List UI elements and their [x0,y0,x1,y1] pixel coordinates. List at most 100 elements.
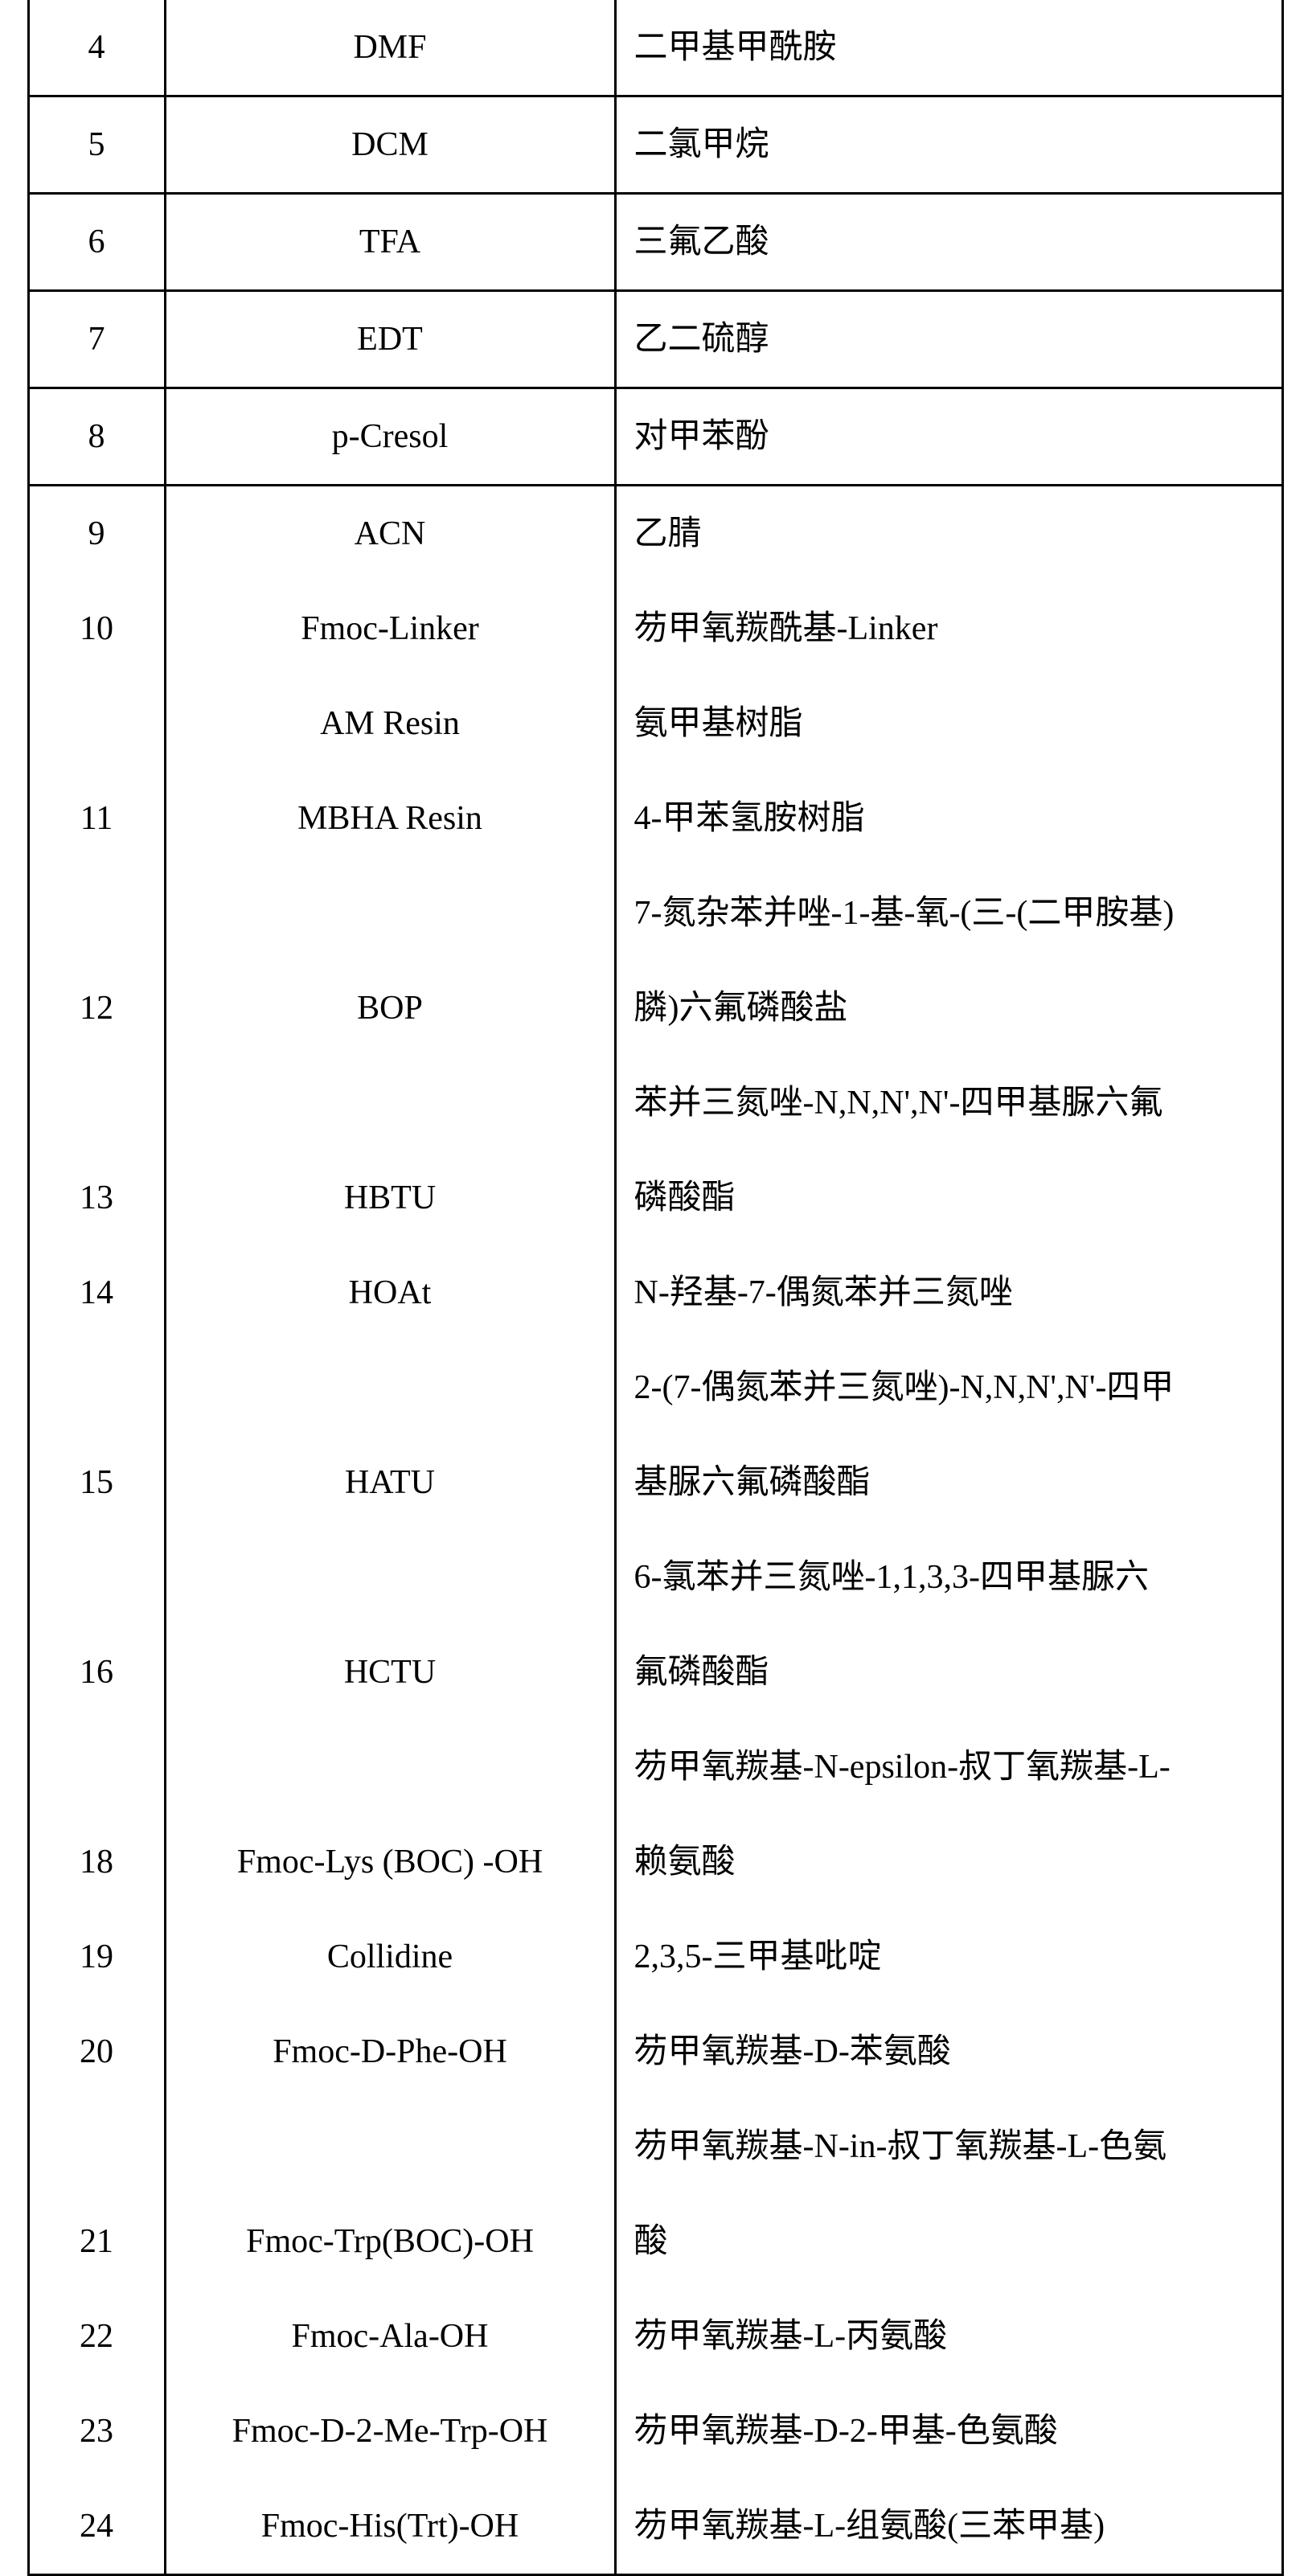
row-index-text: 4 [88,29,105,66]
row-index-text: 19 [80,1938,113,1975]
full-name-text: 7-氮杂苯并唑-1-基-氧-(三-(二甲胺基) [634,895,1175,932]
row-index-text: 10 [80,610,113,647]
row-index [28,1720,165,1815]
full-name-text: 芴甲氧羰基-N-in-叔丁氧羰基-L-色氨 [634,2128,1167,2165]
row-index-text: 15 [80,1464,113,1501]
abbreviation [165,1530,615,1625]
row-index-text: 16 [80,1654,113,1691]
full-name-text: 苯并三氮唑-N,N,N',N'-四甲基脲六氟 [634,1085,1163,1122]
row-index: 16 [28,1625,165,1720]
table-row: 7-氮杂苯并唑-1-基-氧-(三-(二甲胺基) [28,866,1282,961]
full-name: 芴甲氧羰基-D-苯氨酸 [615,2004,1282,2099]
row-index-text: 8 [88,418,105,455]
full-name-text: 氟磷酸酯 [634,1654,769,1691]
full-name-text: 芴甲氧羰基-D-苯氨酸 [634,2033,951,2070]
full-name-text: 对甲苯酚 [634,418,769,455]
full-name-text: 2,3,5-三甲基吡啶 [634,1938,882,1975]
full-name-text: 乙二硫醇 [634,321,769,358]
row-index: 10 [28,581,165,676]
abbreviation: HBTU [165,1151,615,1245]
abbreviation: EDT [165,291,615,388]
full-name: 芴甲氧羰基-L-组氨酸(三苯甲基) [615,2479,1282,2575]
full-name-text: 芴甲氧羰基-D-2-甲基-色氨酸 [634,2413,1058,2450]
full-name: 膦)六氟磷酸盐 [615,961,1282,1056]
row-index: 11 [28,771,165,866]
table-row: 24 Fmoc-His(Trt)-OH 芴甲氧羰基-L-组氨酸(三苯甲基) [28,2479,1282,2575]
table-row: 21 Fmoc-Trp(BOC)-OH 酸 [28,2194,1282,2289]
abbreviation: HCTU [165,1625,615,1720]
full-name: 芴甲氧羰基-N-epsilon-叔丁氧羰基-L- [615,1720,1282,1815]
table-row: 22 Fmoc-Ala-OH 芴甲氧羰基-L-丙氨酸 [28,2289,1282,2384]
full-name-text: 三氟乙酸 [634,224,769,260]
full-name-text: 6-氯苯并三氮唑-1,1,3,3-四甲基脲六 [634,1559,1149,1596]
row-index: 9 [28,486,165,582]
row-index: 13 [28,1151,165,1245]
abbreviation: DCM [165,96,615,194]
abbreviation-text: TFA [359,224,420,260]
full-name: 乙腈 [615,486,1282,582]
row-index [28,1056,165,1151]
row-index-text: 13 [80,1179,113,1216]
full-name-text: 芴甲氧羰基-L-丙氨酸 [634,2318,948,2355]
abbreviation-text: Fmoc-Trp(BOC)-OH [246,2223,534,2260]
table-row: 5DCM二氯甲烷 [28,96,1282,194]
full-name-text: 乙腈 [634,515,702,552]
full-name: 4-甲苯氢胺树脂 [615,771,1282,866]
abbreviation: HOAt [165,1245,615,1340]
abbreviation: p-Cresol [165,388,615,486]
data-table: 4DMF二甲基甲酰胺5DCM二氯甲烷6TFA三氟乙酸7EDT乙二硫醇8p-Cre… [27,0,1284,2576]
full-name: 对甲苯酚 [615,388,1282,486]
abbreviation-text: DCM [351,126,428,163]
row-index: 18 [28,1815,165,1909]
full-name-text: 芴甲氧羰基-L-组氨酸(三苯甲基) [634,2508,1105,2545]
abbreviation-text: HOAt [349,1274,432,1311]
full-name: 磷酸酯 [615,1151,1282,1245]
row-index: 6 [28,194,165,291]
abbreviation-text: Fmoc-His(Trt)-OH [261,2508,519,2545]
row-index-text: 22 [80,2318,113,2355]
table-row: 16 HCTU 氟磷酸酯 [28,1625,1282,1720]
abbreviation: Fmoc-His(Trt)-OH [165,2479,615,2575]
full-name-text: 4-甲苯氢胺树脂 [634,800,865,837]
row-index [28,866,165,961]
full-name: 基脲六氟磷酸酯 [615,1435,1282,1530]
abbreviation [165,2099,615,2194]
full-name-text: N-羟基-7-偶氮苯并三氮唑 [634,1274,1013,1311]
row-index: 12 [28,961,165,1056]
abbreviation [165,1720,615,1815]
abbreviation-table: 4DMF二甲基甲酰胺5DCM二氯甲烷6TFA三氟乙酸7EDT乙二硫醇8p-Cre… [27,0,1281,2576]
row-index-text: 24 [80,2508,113,2545]
full-name: 二甲基甲酰胺 [615,0,1282,96]
row-index-text: 5 [88,126,105,163]
full-name-text: 膦)六氟磷酸盐 [634,990,848,1027]
full-name: 乙二硫醇 [615,291,1282,388]
table-row: 7 EDT 乙二硫醇 [28,291,1282,388]
row-index: 4 [28,0,165,96]
full-name: 芴甲氧羰基-N-in-叔丁氧羰基-L-色氨 [615,2099,1282,2194]
row-index-text: 21 [80,2223,113,2260]
abbreviation: TFA [165,194,615,291]
table-row: 4 DMF 二甲基甲酰胺 [28,0,1282,96]
table-row: 9 ACN 乙腈 [28,486,1282,582]
abbreviation-text: HCTU [344,1654,436,1691]
abbreviation: AM Resin [165,676,615,771]
table-row: 18Fmoc-Lys (BOC) -OH赖氨酸 [28,1815,1282,1909]
abbreviation-text: Fmoc-D-2-Me-Trp-OH [232,2413,548,2450]
full-name-text: 酸 [634,2223,668,2260]
abbreviation-text: Fmoc-Ala-OH [292,2318,489,2355]
abbreviation-text: AM Resin [320,705,460,742]
abbreviation: Fmoc-D-Phe-OH [165,2004,615,2099]
table-row: 20Fmoc-D-Phe-OH芴甲氧羰基-D-苯氨酸 [28,2004,1282,2099]
row-index [28,1530,165,1625]
abbreviation-text: ACN [355,515,426,552]
row-index: 19 [28,1909,165,2004]
abbreviation: Fmoc-Ala-OH [165,2289,615,2384]
full-name: 2,3,5-三甲基吡啶 [615,1909,1282,2004]
abbreviation: MBHA Resin [165,771,615,866]
row-index-text: 7 [88,321,105,358]
abbreviation: Fmoc-Linker [165,581,615,676]
abbreviation-text: DMF [353,29,426,66]
row-index [28,676,165,771]
row-index-text: 11 [80,800,113,837]
table-row: 13 HBTU磷酸酯 [28,1151,1282,1245]
